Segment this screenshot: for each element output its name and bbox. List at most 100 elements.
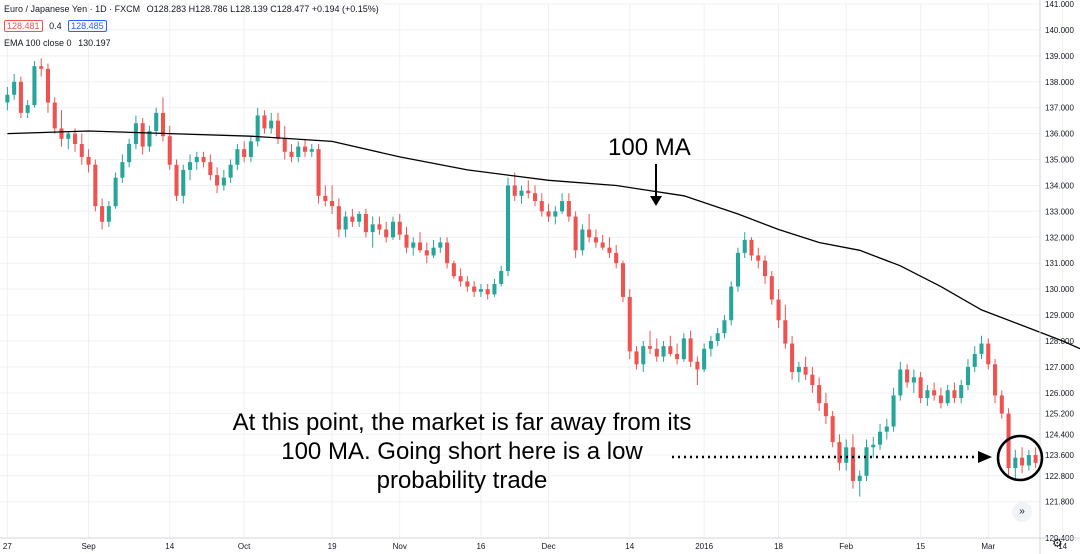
candle-body [188, 162, 193, 170]
candle-body [810, 374, 815, 386]
time-tick-label: 14 [1058, 542, 1067, 551]
candle-body [357, 213, 362, 222]
candle-body [648, 346, 653, 349]
candle-body [729, 286, 734, 321]
chart-header: Euro / Japanese Yen · 1D · FXCM O128.283… [4, 4, 383, 14]
candle-body [66, 133, 71, 139]
time-tick-label: Mar [981, 542, 995, 551]
candle-body [181, 169, 186, 196]
candle-body [641, 346, 646, 365]
ask-price-button[interactable]: 128.485 [68, 20, 107, 32]
candle-body [336, 206, 341, 230]
candle-body [938, 395, 943, 404]
candle-body [323, 195, 328, 202]
candle-body [512, 185, 517, 196]
price-tick-label: 133.000 [1045, 207, 1074, 216]
candle-body [600, 242, 605, 248]
candle-body [593, 237, 598, 243]
candle-body [742, 239, 747, 253]
candle-body [154, 112, 159, 132]
time-axis[interactable]: 27Sep14Oct19Nov16Dec14201618Feb15Mar14Ap… [0, 537, 1080, 551]
candle-body [289, 151, 294, 157]
candle-body [614, 252, 619, 264]
candle-body [431, 247, 436, 256]
candle-body [404, 234, 409, 248]
candle-body [296, 146, 301, 157]
candle-body [627, 296, 632, 352]
candle-body [86, 156, 91, 165]
candle-body [850, 447, 855, 481]
time-tick-label: 14 [625, 542, 634, 551]
candle-body [844, 447, 849, 463]
candle-body [79, 143, 84, 157]
price-tick-label: 130.000 [1045, 285, 1074, 294]
bid-ask-row: 128.481 0.4 128.485 [4, 20, 107, 32]
price-tick-label: 122.800 [1045, 472, 1074, 481]
candle-body [891, 395, 896, 427]
candle-body [282, 138, 287, 152]
ma-label: 100 MA [608, 134, 691, 161]
candle-body [418, 242, 423, 251]
time-tick-label: 18 [774, 542, 783, 551]
candle-body [1006, 413, 1011, 469]
candle-body [783, 320, 788, 344]
candle-body [769, 276, 774, 300]
candle-body [837, 442, 842, 463]
price-tick-label: 141.000 [1045, 0, 1074, 9]
candle-body [32, 66, 37, 106]
time-tick-label: 16 [476, 542, 485, 551]
candle-body [823, 403, 828, 417]
candle-body [25, 105, 30, 113]
candle-body [817, 385, 822, 404]
settings-gear-icon[interactable]: ⚙ [1052, 536, 1063, 550]
candle-body [722, 320, 727, 334]
annotation-layer [650, 164, 1044, 482]
candle-body [695, 361, 700, 370]
candle-body [174, 164, 179, 196]
candle-body [993, 364, 998, 396]
time-tick-label: Sep [81, 542, 96, 551]
candle-body [18, 81, 23, 113]
time-tick-label: Nov [393, 542, 407, 551]
candle-body [133, 123, 138, 144]
scroll-right-button[interactable]: » [1012, 502, 1032, 522]
candle-body [275, 120, 280, 139]
candle-body [688, 338, 693, 362]
price-tick-label: 127.000 [1045, 363, 1074, 372]
candle-body [228, 164, 233, 178]
candle-body [113, 177, 118, 207]
candle-body [303, 146, 308, 152]
indicator-legend[interactable]: EMA 100 close 0 130.197 [4, 38, 111, 48]
candle-body [194, 156, 199, 163]
bid-price-button[interactable]: 128.481 [4, 20, 43, 32]
price-tick-label: 135.000 [1045, 156, 1074, 165]
candle-body [715, 333, 720, 341]
note-arrowhead [978, 451, 992, 463]
candle-body [106, 206, 111, 222]
candle-body [12, 81, 17, 95]
candle-body [147, 131, 152, 147]
candle-body [634, 351, 639, 365]
highlight-circle [996, 434, 1044, 482]
candle-body [458, 276, 463, 282]
candle-body [201, 156, 206, 163]
price-tick-label: 124.400 [1045, 430, 1074, 439]
price-tick-label: 129.000 [1045, 311, 1074, 320]
price-axis[interactable]: 141.000 140.000 139.000 138.000 137.000 136.0… [1039, 0, 1074, 554]
candle-body [330, 201, 335, 207]
time-tick-label: 2016 [695, 542, 713, 551]
candle-body [215, 175, 220, 186]
candle-body [1013, 457, 1018, 469]
candle-body [607, 247, 612, 253]
candle-body [424, 250, 429, 256]
candle-body [952, 390, 957, 399]
price-tick-label: 139.000 [1045, 52, 1074, 61]
candle-body [675, 353, 680, 360]
candle-body [776, 299, 781, 321]
candle-body [979, 343, 984, 354]
indicator-name: EMA 100 close 0 [4, 38, 72, 48]
candle-body [472, 286, 477, 292]
candle-body [5, 94, 10, 103]
candle-body [871, 444, 876, 448]
